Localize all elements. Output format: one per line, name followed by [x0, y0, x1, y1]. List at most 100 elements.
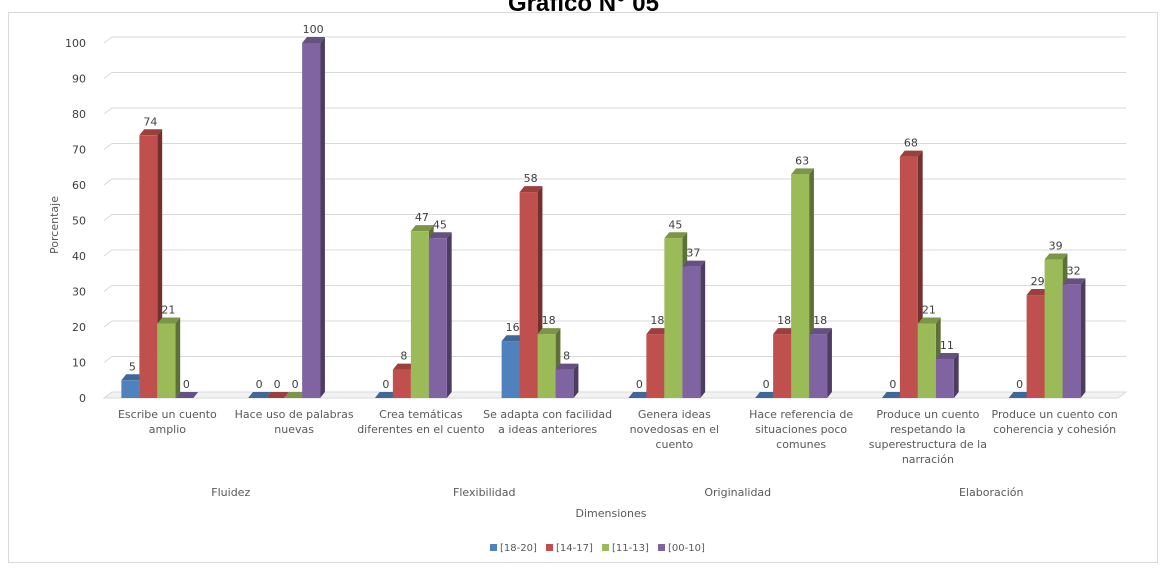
- data-label: 5: [129, 360, 136, 373]
- bar-front: [809, 334, 828, 398]
- data-label: 0: [763, 378, 770, 391]
- y-tick-label: 70: [72, 144, 86, 157]
- bar: [266, 392, 289, 398]
- data-label: 18: [650, 314, 664, 327]
- x-category-label: Escribe un cuento amplio: [118, 408, 217, 436]
- bar-top: [664, 232, 688, 239]
- data-label: 18: [542, 314, 556, 327]
- data-label: 0: [889, 378, 896, 391]
- data-label: 0: [1016, 378, 1023, 391]
- bar-top: [519, 186, 543, 193]
- bar-top: [266, 392, 289, 398]
- bar-front: [392, 369, 411, 398]
- bar-top: [899, 150, 923, 157]
- legend-item: [14-17]: [546, 543, 593, 554]
- data-label: 18: [777, 314, 791, 327]
- gridline: [103, 249, 1126, 257]
- bar-front: [1026, 295, 1045, 398]
- bar: [682, 260, 706, 398]
- bar: [248, 392, 271, 398]
- x-group-label: Originalidad: [704, 486, 771, 499]
- data-label: 0: [292, 378, 299, 391]
- bar-side: [827, 328, 832, 398]
- data-label: 63: [795, 154, 809, 167]
- y-tick-label: 50: [72, 215, 86, 228]
- bar-side: [700, 260, 706, 398]
- bar-top: [881, 392, 905, 398]
- legend: [18-20] [14-17] [11-13] [00-10]: [490, 543, 705, 554]
- bar-side: [320, 37, 325, 398]
- bar: [302, 37, 325, 398]
- bar-front: [646, 334, 665, 398]
- legend-label: [11-13]: [612, 543, 649, 554]
- bar: [935, 352, 959, 398]
- bar-top: [917, 317, 941, 324]
- legend-item: [11-13]: [602, 543, 649, 554]
- bar-top: [755, 392, 778, 398]
- gridline: [103, 214, 1126, 221]
- bar: [157, 317, 181, 398]
- data-label: 18: [813, 314, 827, 327]
- bar-top: [773, 328, 796, 335]
- data-label: 0: [636, 378, 643, 391]
- y-tick-label: 90: [72, 73, 86, 86]
- data-label: 32: [1067, 264, 1081, 277]
- data-label: 21: [161, 303, 175, 316]
- legend-label: [18-20]: [500, 543, 537, 554]
- bar: [755, 392, 778, 398]
- bar-front: [537, 334, 556, 398]
- bar-top: [157, 317, 181, 324]
- bar-top: [175, 392, 199, 398]
- x-axis-title: Dimensiones: [576, 507, 647, 520]
- bar-front: [157, 323, 176, 398]
- data-label: 8: [400, 350, 407, 363]
- x-category-label: Crea temáticas diferentes en el cuento: [357, 408, 485, 436]
- bar-top: [284, 392, 307, 398]
- bar-top: [1008, 392, 1032, 398]
- data-label: 29: [1031, 275, 1045, 288]
- x-category-label: Hace uso de palabras nuevas: [235, 408, 354, 436]
- bar-front: [935, 358, 954, 398]
- gridline: [103, 107, 1126, 115]
- x-category-label: Se adapta con facilidad a ideas anteriore…: [483, 408, 612, 436]
- bar-side: [446, 232, 452, 398]
- data-label: 39: [1049, 240, 1063, 253]
- bar-front: [899, 156, 918, 398]
- bar-top: [809, 328, 832, 335]
- legend-item: [00-10]: [658, 543, 705, 554]
- gridline: [103, 178, 1126, 186]
- gridline: [103, 72, 1126, 79]
- y-tick-label: 80: [72, 108, 86, 121]
- bar-top: [410, 225, 434, 232]
- x-category-label: Produce un cuento respetando la superestru…: [869, 408, 987, 466]
- bar: [628, 392, 652, 398]
- data-label: 74: [143, 115, 157, 128]
- data-label: 8: [563, 350, 570, 363]
- data-label: 45: [433, 218, 447, 231]
- bar: [555, 363, 579, 398]
- y-tick-label: 100: [65, 37, 86, 50]
- x-category-label: Hace referencia de situaciones poco comune…: [749, 408, 853, 451]
- bar-side: [1080, 278, 1086, 398]
- bar-front: [682, 266, 701, 398]
- bars: [121, 37, 1086, 399]
- bar-top: [392, 363, 416, 370]
- bar-front: [302, 43, 321, 398]
- bar-front: [428, 238, 447, 398]
- legend-label: [00-10]: [668, 543, 705, 554]
- y-tick-label: 60: [72, 179, 86, 192]
- bar: [284, 392, 307, 398]
- data-label: 21: [922, 303, 936, 316]
- y-axis-title: Porcentaje: [48, 196, 61, 254]
- bar: [1008, 392, 1032, 398]
- bar: [809, 328, 832, 398]
- bar-top: [537, 328, 561, 335]
- bar-top: [646, 328, 670, 335]
- data-label: 0: [256, 378, 263, 391]
- gridlines: [102, 36, 1128, 399]
- bar-top: [139, 129, 163, 136]
- gridline: [103, 285, 1126, 292]
- bar: [121, 374, 145, 398]
